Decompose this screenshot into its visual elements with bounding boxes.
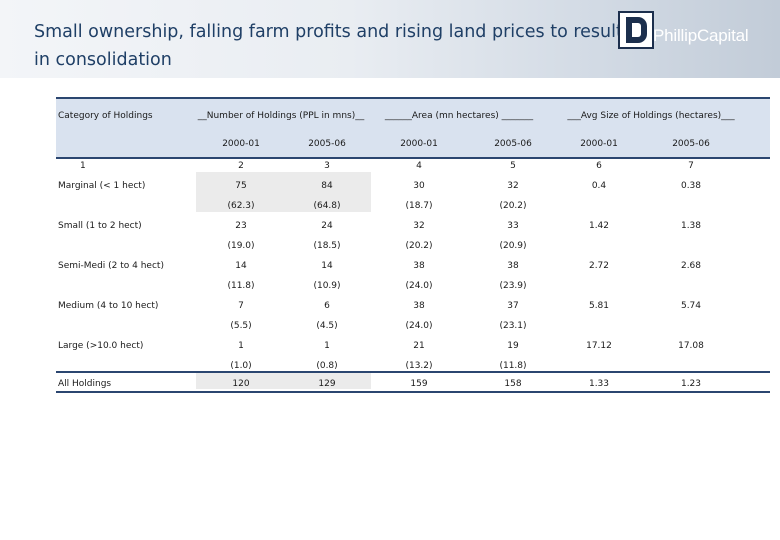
sub-header: 2000-01	[580, 139, 618, 149]
sub-header: 2005-06	[494, 139, 532, 149]
row-label: Large (>10.0 hect)	[58, 341, 144, 351]
row-label: Small (1 to 2 hect)	[58, 221, 142, 231]
sub-header: 2000-01	[400, 139, 438, 149]
table-row-share: (1.0) (0.8) (13.2) (11.8)	[230, 361, 527, 371]
holdings-table: Category of Holdings __Number of Holding…	[56, 97, 770, 393]
table-row-total: All Holdings 120 129 159 158 1.33 1.23	[58, 379, 702, 389]
row-label: Marginal (< 1 hect)	[58, 181, 146, 191]
total-top-rule	[56, 371, 770, 373]
total-bottom-rule	[56, 391, 770, 393]
page-title: Small ownership, falling farm profits an…	[34, 22, 623, 70]
group-header-avg-size: ___Avg Size of Holdings (hectares)___	[567, 111, 735, 121]
table-header: Category of Holdings __Number of Holding…	[56, 97, 770, 159]
table-row-share: (5.5) (4.5) (24.0) (23.1)	[230, 321, 527, 331]
row-label: Semi-Medi (2 to 4 hect)	[58, 261, 164, 271]
sub-header: 2005-06	[672, 139, 710, 149]
group-header-area: ______Area (mn hectares) _______	[384, 111, 534, 121]
sub-header: 2005-06	[308, 139, 346, 149]
table-row-marginal: Marginal (< 1 hect) 75 84 30 32 0.4 0.38	[58, 181, 702, 191]
row-label: Medium (4 to 10 hect)	[58, 301, 159, 311]
logo-p-icon	[618, 11, 654, 49]
logo-text: PhillipCapital	[653, 26, 749, 45]
sub-header: 2000-01	[222, 139, 260, 149]
row-label: All Holdings	[58, 379, 112, 389]
table-row-semi-medium: Semi-Medi (2 to 4 hect) 14 14 38 38 2.72…	[58, 261, 702, 271]
table-row-share: (62.3) (64.8) (18.7) (20.2)	[227, 201, 527, 211]
table-row-share: (11.8) (10.9) (24.0) (23.9)	[227, 281, 527, 291]
table-row-medium: Medium (4 to 10 hect) 7 6 38 37 5.81 5.7…	[58, 301, 702, 311]
phillipcapital-logo: PhillipCapital	[618, 11, 778, 49]
category-header: Category of Holdings	[58, 111, 153, 121]
table-row-large: Large (>10.0 hect) 1 1 21 19 17.12 17.08	[58, 341, 704, 351]
table-row-small: Small (1 to 2 hect) 23 24 32 33 1.42 1.3…	[58, 221, 702, 231]
group-header-holdings: __Number of Holdings (PPL in mns)__	[197, 111, 365, 121]
table-row-share: (19.0) (18.5) (20.2) (20.9)	[227, 241, 527, 251]
index-row: 1 2 3 4 5 6 7	[80, 161, 694, 171]
